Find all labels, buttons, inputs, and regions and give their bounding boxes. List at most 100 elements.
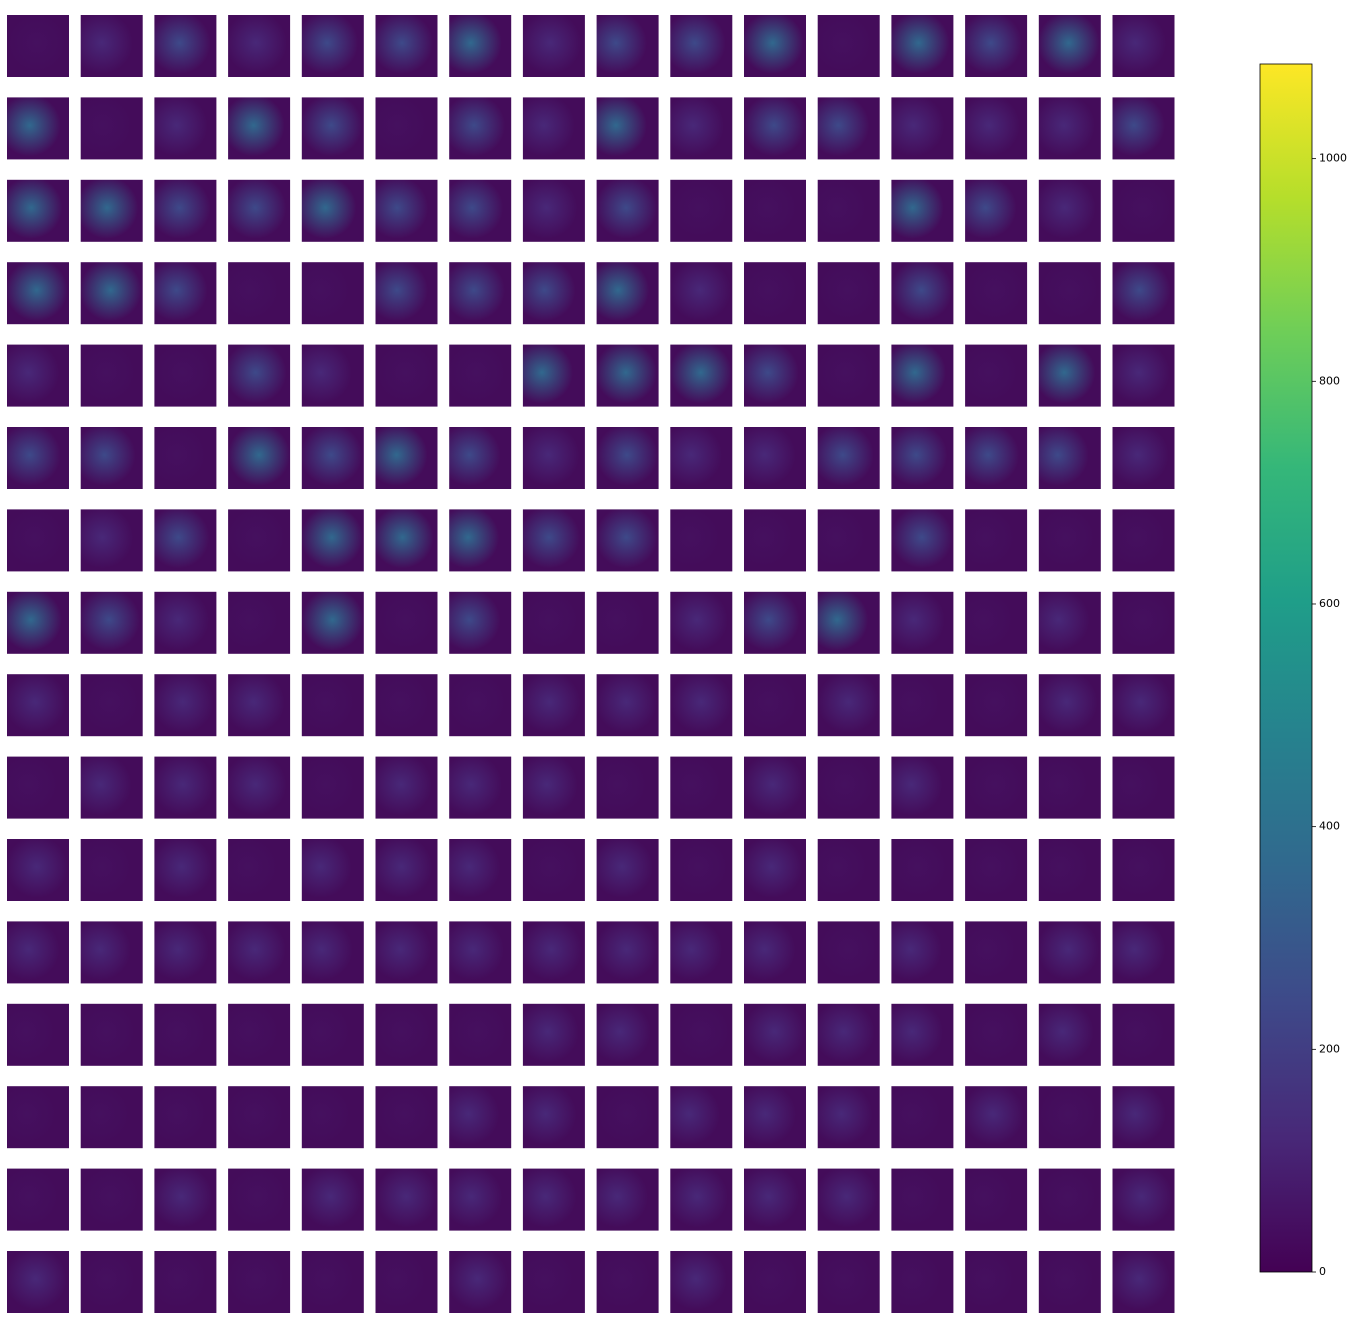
feature-map	[301, 97, 364, 160]
feature-map-grid	[7, 15, 1175, 1313]
feature-map	[596, 591, 659, 654]
feature-map	[375, 427, 438, 489]
feature-map	[965, 1003, 1028, 1066]
feature-map	[522, 1003, 585, 1066]
feature-map	[817, 674, 880, 737]
feature-map	[154, 509, 217, 572]
feature-map	[891, 1251, 954, 1313]
feature-map	[80, 427, 143, 489]
feature-map	[80, 591, 143, 654]
feature-map	[817, 1251, 880, 1313]
feature-map	[965, 344, 1028, 407]
feature-map	[891, 427, 954, 489]
feature-map	[596, 509, 659, 572]
feature-map	[670, 1086, 733, 1149]
feature-map	[375, 1251, 438, 1313]
feature-map	[522, 591, 585, 654]
feature-map	[449, 674, 512, 737]
feature-map	[7, 1003, 69, 1066]
feature-map	[449, 591, 512, 654]
feature-map	[80, 756, 143, 819]
feature-map	[744, 921, 806, 984]
feature-map	[670, 921, 733, 984]
feature-map	[744, 179, 806, 242]
feature-map	[891, 97, 954, 160]
feature-map	[375, 756, 438, 819]
feature-map	[7, 15, 69, 77]
feature-map	[228, 756, 291, 819]
feature-map	[891, 591, 954, 654]
feature-map	[596, 15, 659, 77]
feature-map	[744, 756, 806, 819]
feature-map	[228, 1168, 291, 1231]
feature-map	[744, 262, 806, 325]
feature-map	[154, 344, 217, 407]
feature-map	[891, 1003, 954, 1066]
feature-map	[744, 839, 806, 901]
feature-map	[1038, 179, 1101, 242]
feature-map	[7, 179, 69, 242]
feature-map	[744, 97, 806, 160]
colorbar-tick-label: 600	[1319, 597, 1340, 610]
feature-map	[228, 97, 291, 160]
feature-map	[7, 262, 69, 325]
feature-map	[965, 921, 1028, 984]
feature-map	[596, 921, 659, 984]
feature-map	[80, 262, 143, 325]
feature-map	[449, 344, 512, 407]
feature-map	[301, 1251, 364, 1313]
feature-map	[965, 262, 1028, 325]
feature-map	[817, 427, 880, 489]
feature-map	[301, 15, 364, 77]
feature-map	[817, 591, 880, 654]
feature-map	[817, 15, 880, 77]
feature-map	[228, 15, 291, 77]
feature-map	[449, 921, 512, 984]
feature-map	[375, 1168, 438, 1231]
feature-map	[154, 262, 217, 325]
feature-map	[154, 921, 217, 984]
feature-map	[7, 591, 69, 654]
feature-map	[375, 1003, 438, 1066]
feature-map	[670, 1251, 733, 1313]
feature-map	[7, 97, 69, 160]
feature-map	[670, 509, 733, 572]
feature-map	[7, 1168, 69, 1231]
feature-map	[1038, 15, 1101, 77]
feature-map	[596, 1168, 659, 1231]
feature-map	[375, 97, 438, 160]
feature-map	[154, 1251, 217, 1313]
feature-map	[891, 509, 954, 572]
feature-map	[301, 1086, 364, 1149]
feature-map	[301, 591, 364, 654]
feature-map	[375, 15, 438, 77]
feature-map	[449, 1168, 512, 1231]
feature-map	[7, 509, 69, 572]
feature-map	[449, 756, 512, 819]
feature-map	[596, 756, 659, 819]
feature-map	[817, 1168, 880, 1231]
feature-map	[965, 179, 1028, 242]
feature-map	[154, 591, 217, 654]
feature-map	[7, 839, 69, 901]
feature-map	[1038, 344, 1101, 407]
feature-map	[670, 756, 733, 819]
feature-map	[449, 262, 512, 325]
feature-map	[154, 427, 217, 489]
feature-map	[449, 839, 512, 901]
feature-map	[744, 591, 806, 654]
feature-map	[744, 427, 806, 489]
feature-map	[228, 344, 291, 407]
feature-map	[891, 179, 954, 242]
feature-map	[670, 1168, 733, 1231]
feature-map	[744, 15, 806, 77]
feature-map	[596, 1251, 659, 1313]
colorbar-tick-label: 1000	[1319, 152, 1347, 165]
feature-map	[375, 344, 438, 407]
feature-map	[891, 1168, 954, 1231]
feature-map	[891, 839, 954, 901]
feature-map	[1112, 756, 1175, 819]
feature-map	[228, 1086, 291, 1149]
feature-map	[80, 97, 143, 160]
